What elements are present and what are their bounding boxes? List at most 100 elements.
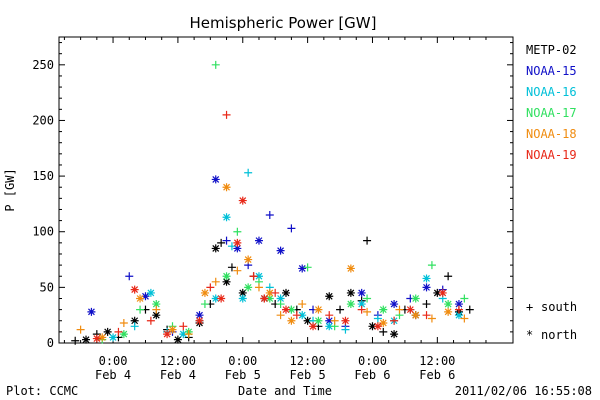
data-point-north — [233, 244, 242, 253]
x-tick-label-date: Feb 4 — [95, 368, 131, 382]
data-point-north — [454, 311, 463, 320]
series-noaa-16 — [109, 168, 463, 342]
data-point-north — [222, 272, 231, 281]
data-point-south — [363, 236, 372, 245]
data-point-north — [298, 264, 307, 273]
data-point-south — [146, 316, 155, 325]
data-point-south — [276, 300, 285, 309]
data-point-north — [146, 288, 155, 297]
plot-credit: Plot: CCMC — [6, 384, 78, 398]
data-point-south — [292, 311, 301, 320]
data-point-north — [103, 327, 112, 336]
data-point-north — [341, 316, 350, 325]
data-point-north — [152, 300, 161, 309]
data-point-south — [200, 300, 209, 309]
x-tick-label-date: Feb 6 — [419, 368, 455, 382]
data-point-south — [298, 300, 307, 309]
data-point-north — [195, 316, 204, 325]
data-point-north — [217, 294, 226, 303]
data-point-north — [233, 238, 242, 247]
data-point-north — [346, 288, 355, 297]
y-tick-label: 250 — [32, 58, 54, 72]
data-point-south — [71, 336, 80, 345]
data-point-north — [325, 316, 334, 325]
legend: METP-02 NOAA-15 NOAA-16 NOAA-17 NOAA-18 NOAA-… — [526, 43, 577, 342]
x-axis-label: Date and Time — [238, 384, 332, 398]
data-point-south — [422, 300, 431, 309]
data-point-north — [303, 316, 312, 325]
data-point-south — [152, 305, 161, 314]
data-point-north — [244, 255, 253, 264]
data-point-south — [427, 261, 436, 270]
data-point-south — [330, 316, 339, 325]
x-tick-label-time: 12:00 — [419, 354, 455, 368]
data-point-south — [454, 305, 463, 314]
data-point-south — [184, 330, 193, 339]
data-point-north — [379, 305, 388, 314]
x-tick-label-time: 0:00 — [99, 354, 128, 368]
legend-entry-metp-02: METP-02 — [526, 43, 577, 57]
data-point-north — [195, 311, 204, 320]
data-point-south — [303, 263, 312, 272]
data-point-north — [406, 305, 415, 314]
data-point-north — [309, 322, 318, 331]
data-point-south — [76, 325, 85, 334]
legend-entry-noaa-19: NOAA-19 — [526, 148, 577, 162]
y-tick-label: 100 — [32, 225, 54, 239]
data-point-south — [460, 314, 469, 323]
data-point-south — [222, 110, 231, 119]
data-point-south — [179, 322, 188, 331]
x-tick-label-time: 12:00 — [160, 354, 196, 368]
data-point-north — [444, 307, 453, 316]
data-point-south — [125, 272, 134, 281]
legend-marker-north: north — [541, 328, 577, 342]
data-point-north — [444, 300, 453, 309]
data-point-north — [276, 246, 285, 255]
data-point-south — [363, 294, 372, 303]
plot-frame — [58, 36, 514, 344]
data-point-north — [179, 330, 188, 339]
data-point-south — [119, 318, 128, 327]
data-point-north — [454, 300, 463, 309]
data-point-north — [168, 325, 177, 334]
data-point-north — [87, 307, 96, 316]
data-point-north — [346, 300, 355, 309]
data-point-north — [92, 334, 101, 343]
x-tick-label-date: Feb 5 — [290, 368, 326, 382]
data-point-south — [271, 288, 280, 297]
data-point-south — [130, 322, 139, 331]
data-point-south — [465, 305, 474, 314]
data-point-north — [211, 244, 220, 253]
data-point-south — [363, 307, 372, 316]
data-point-north — [265, 288, 274, 297]
data-point-north — [173, 335, 182, 344]
legend-marker-symbol: + — [526, 300, 533, 314]
legend-marker-symbol: * — [526, 328, 533, 342]
data-point-north — [130, 316, 139, 325]
series-noaa-15 — [87, 175, 463, 336]
data-point-south — [444, 272, 453, 281]
data-point-north — [254, 236, 263, 245]
data-point-north — [130, 285, 139, 294]
data-point-north — [368, 322, 377, 331]
data-point-south — [211, 60, 220, 69]
data-point-south — [136, 305, 145, 314]
data-point-south — [357, 305, 366, 314]
data-point-north — [287, 316, 296, 325]
x-tick-label-date: Feb 5 — [225, 368, 261, 382]
data-point-north — [390, 300, 399, 309]
data-point-south — [390, 316, 399, 325]
series-noaa-18 — [76, 183, 469, 342]
data-point-north — [163, 330, 172, 339]
x-tick-label-time: 12:00 — [290, 354, 326, 368]
legend-entry-noaa-15: NOAA-15 — [526, 64, 577, 78]
data-point-north — [244, 283, 253, 292]
data-point-north — [200, 288, 209, 297]
y-tick-label: 200 — [32, 113, 54, 127]
data-point-north — [325, 322, 334, 331]
data-point-north — [373, 322, 382, 331]
y-axis-label: P [GW] — [3, 168, 17, 211]
data-point-south — [265, 211, 274, 220]
